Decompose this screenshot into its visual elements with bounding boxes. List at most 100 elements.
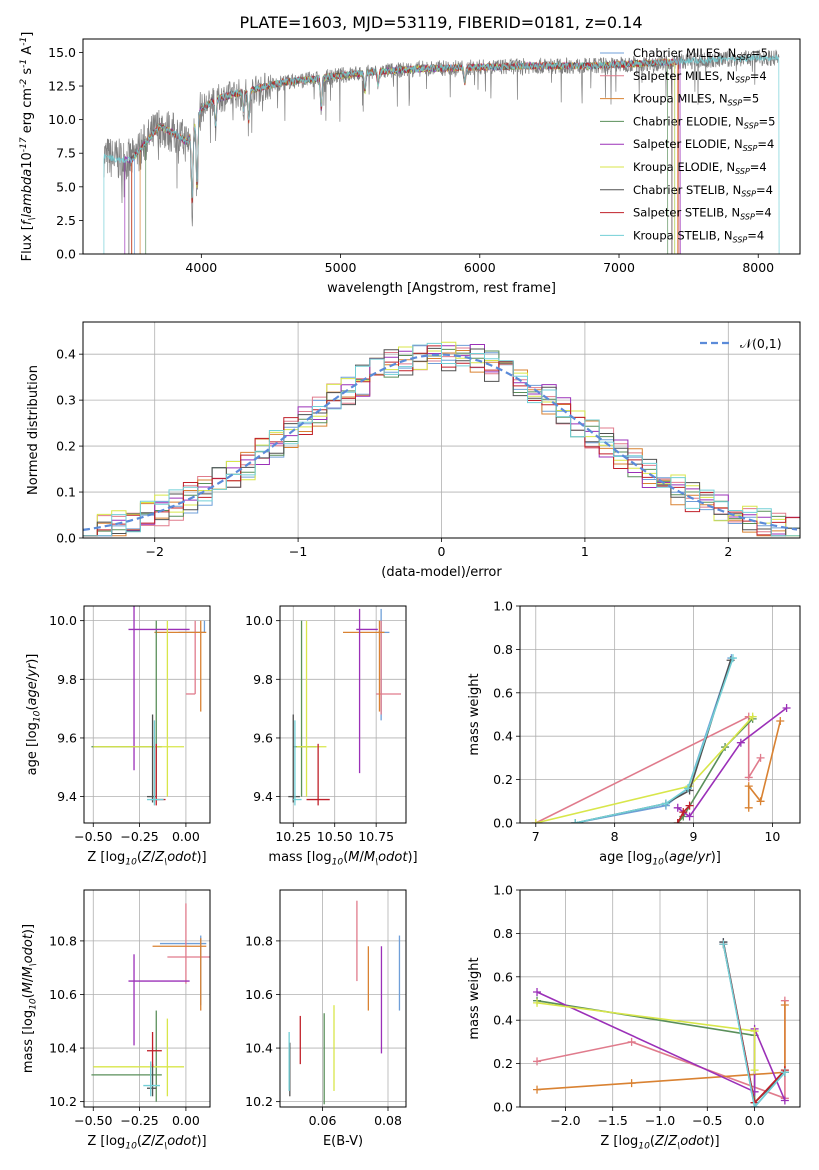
x-tick-label: 7 <box>532 829 540 844</box>
x-axis-label: mass [log10(M/M\odot)] <box>268 850 417 867</box>
mass-weight-series-1 <box>575 657 733 823</box>
error-bar-point <box>93 1018 185 1097</box>
plus-marker <box>780 1068 789 1077</box>
y-tick-label: 0.6 <box>493 685 513 700</box>
y-tick-label: 0.2 <box>56 439 76 454</box>
x-tick-label: 0.06 <box>309 1113 337 1128</box>
mass_vs_Z-frame <box>83 889 211 1108</box>
age_vs_Z-frame <box>83 605 211 824</box>
mass_vs_Z-plot-area <box>84 890 210 1107</box>
y-axis-label: mass [log10(M/M\odot)] <box>21 924 38 1073</box>
y-tick-label: 0.3 <box>56 393 76 408</box>
plus-marker <box>736 738 745 747</box>
x-tick-label: 6000 <box>464 260 496 275</box>
error-bar-point <box>152 938 207 1011</box>
plus-marker <box>728 654 737 663</box>
x-tick-label: 0.00 <box>172 1113 200 1128</box>
plus-marker <box>782 703 791 712</box>
x-axis-label: (data-model)/error <box>381 565 502 580</box>
y-tick-label: 0.1 <box>56 485 76 500</box>
mass-weight-series-7 <box>575 660 732 823</box>
plus-marker <box>744 782 753 791</box>
x-tick-label: 10.75 <box>358 829 394 844</box>
x-tick-label: 0 <box>438 544 446 559</box>
y-tick-label: 9.6 <box>253 730 273 745</box>
plus-marker <box>776 717 785 726</box>
plus-marker <box>571 819 580 823</box>
y-tick-label: 0.0 <box>493 1100 513 1115</box>
y-axis-label: Normed distribution <box>26 365 41 495</box>
y-tick-label: 10.6 <box>49 987 77 1002</box>
x-axis-label: wavelength [Angstrom, rest frame] <box>327 281 556 296</box>
legend-label: Chabrier MILES, NSSP=5 <box>633 46 768 62</box>
y-tick-label: 0.0 <box>56 247 76 262</box>
plus-marker <box>685 801 694 810</box>
model-spectrum-line <box>128 59 673 254</box>
plus-marker <box>744 803 753 812</box>
x-tick-label: 7000 <box>603 260 635 275</box>
legend-label: Kroupa ELODIE, NSSP=4 <box>633 160 767 176</box>
mass-weight-series-9 <box>722 944 786 1107</box>
plus-marker <box>750 1027 759 1036</box>
plus-marker <box>719 940 728 949</box>
x-tick-label: −2 <box>145 544 163 559</box>
x-tick-label: 4000 <box>185 260 217 275</box>
legend-label: 𝒩(0,1) <box>740 336 782 351</box>
plus-marker <box>756 797 765 806</box>
y-tick-label: 2.5 <box>56 213 76 228</box>
y-tick-label: 10.0 <box>245 613 273 628</box>
legend-label: Salpeter ELODIE, NSSP=4 <box>633 137 774 153</box>
x-tick-label: 0.0 <box>745 1113 765 1128</box>
plus-marker <box>744 773 753 782</box>
spectrum-legend: Chabrier MILES, NSSP=5 Salpeter MILES, NS… <box>600 46 775 244</box>
legend-label: Chabrier STELIB, NSSP=4 <box>633 183 773 199</box>
plots-layer: 4000 5000 6000 7000 80000.02.55.07.510.012.5… <box>19 32 801 1151</box>
x-tick-label: −0.5 <box>692 1113 722 1128</box>
plus-marker <box>756 753 765 762</box>
y-tick-label: 1.0 <box>493 883 513 898</box>
x-tick-label: 8 <box>611 829 619 844</box>
x-tick-label: 8000 <box>742 260 774 275</box>
residual-histogram-9 <box>83 342 800 537</box>
error-bar-point <box>147 720 164 806</box>
massweight_vs_Z-frame <box>519 889 801 1108</box>
error-bar-point <box>356 608 378 774</box>
x-tick-label: −1.0 <box>645 1113 675 1128</box>
y-tick-label: 5.0 <box>56 179 76 194</box>
age_vs_mass-frame <box>279 605 407 824</box>
massweight_vs_age-frame <box>519 605 801 824</box>
x-tick-label: 0.08 <box>374 1113 402 1128</box>
y-tick-label: 12.5 <box>48 79 76 94</box>
x-tick-label: 9 <box>690 829 698 844</box>
x-tick-label: −1.5 <box>598 1113 628 1128</box>
y-tick-label: 0.8 <box>493 926 513 941</box>
y-tick-label: 10.4 <box>49 1041 77 1056</box>
legend-label: Salpeter STELIB, NSSP=4 <box>633 206 772 222</box>
model-spectrum-line <box>134 58 676 254</box>
error-bar-point <box>343 620 385 712</box>
age_vs_mass-grid <box>280 606 406 823</box>
plus-marker <box>684 784 692 793</box>
y-tick-label: 0.0 <box>56 531 76 546</box>
x-axis-label: Z [log10(Z/Z\odot)] <box>600 1134 719 1151</box>
y-axis-label: mass weight <box>467 957 482 1039</box>
x-tick-label: −1 <box>289 544 307 559</box>
x-tick-label: 0.00 <box>172 829 200 844</box>
mass_vs_ebv-grid <box>280 890 406 1107</box>
mass_vs_ebv-plot-area <box>280 890 406 1107</box>
spectrum-frame <box>82 38 801 255</box>
error-bar-point <box>91 620 162 797</box>
plus-marker <box>533 998 542 1007</box>
residuals-plot-area <box>83 322 800 538</box>
y-tick-label: 10.4 <box>245 1041 273 1056</box>
y-tick-label: 9.8 <box>57 672 77 687</box>
plus-marker <box>533 1057 542 1066</box>
massweight_vs_age-plot-area <box>520 606 800 823</box>
y-tick-label: 9.4 <box>253 789 273 804</box>
mass_vs_Z-axes: −0.50 −0.25 0.00 10.2 10.4 10.6 10.8 Z [log10(Z… <box>21 889 211 1151</box>
y-axis-label: Flux [f\lambda10-17 erg cm-2 s-1 A-1] <box>19 32 37 262</box>
x-tick-label: 10 <box>764 829 780 844</box>
mass-weight-series-3 <box>747 720 782 808</box>
error-bar-point <box>306 743 330 806</box>
age_vs_mass-plot-area <box>280 606 406 823</box>
